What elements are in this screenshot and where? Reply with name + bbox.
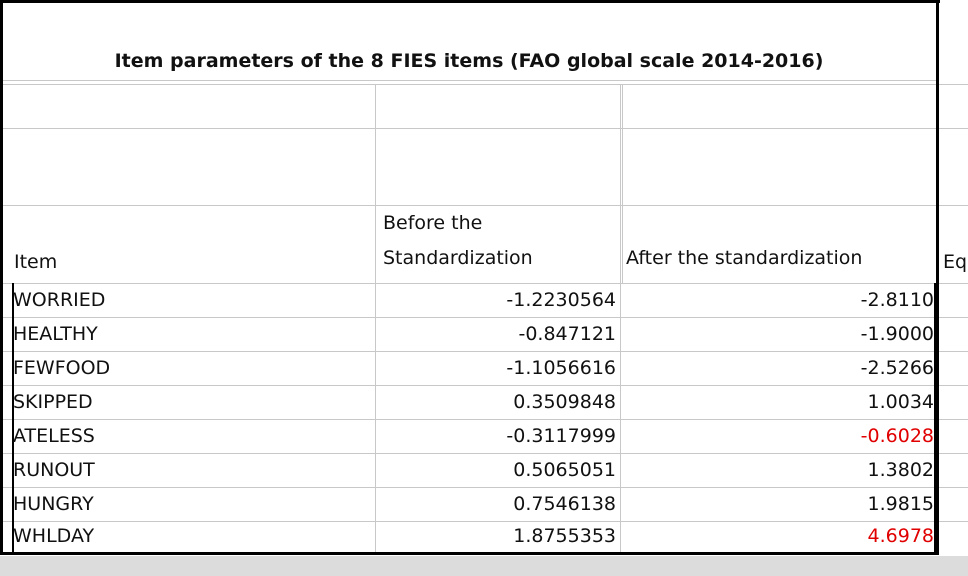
table-border-bottom [0,552,939,555]
table-row-item: HEALTHY [13,323,98,345]
gridline [0,419,968,420]
table-row-before: 1.8755353 [513,525,616,547]
table-border-top [0,0,940,3]
header-after: After the standardization [626,247,863,269]
table-row-after: -2.5266 [860,357,934,379]
table-row-before: -0.3117999 [506,425,616,447]
gridline [0,128,968,129]
table-row-before: -0.847121 [518,323,616,345]
gridline [622,84,623,284]
gridline [620,84,621,554]
table-row-item: RUNOUT [13,459,95,481]
table-row-item: SKIPPED [13,391,93,413]
gridline [0,80,938,81]
table-row-after: 1.9815 [867,493,934,515]
gridline [0,317,968,318]
gridline [0,487,968,488]
gridline [0,84,968,85]
table-row-after: 1.3802 [867,459,934,481]
table-row-before: 0.5065051 [513,459,616,481]
gridline [0,521,968,522]
gridline [0,453,968,454]
gridline [0,351,968,352]
table-row-item: WORRIED [13,289,106,311]
table-row-after: -2.8110 [860,289,934,311]
gridline [375,84,376,554]
table-row-item: WHLDAY [13,525,95,547]
header-before-line2: Standardization [383,247,533,269]
table-row-before: -1.1056616 [506,357,616,379]
header-before-line1: Before the [383,212,483,234]
header-item: Item [14,251,58,273]
table-row-before: 0.3509848 [513,391,616,413]
table-row-before: -1.2230564 [506,289,616,311]
table-row-item: HUNGRY [13,493,94,515]
table-row-after-highlighted: -0.6028 [860,425,934,447]
gridline [0,385,968,386]
table-row-before: 0.7546138 [513,493,616,515]
table-border-left [0,0,3,555]
gridline [0,283,968,284]
table-row-after: 1.0034 [867,391,934,413]
spreadsheet-grid: Item parameters of the 8 FIES items (FAO… [0,0,968,556]
table-row-after-highlighted: 4.6978 [867,525,934,547]
table-row-after: -1.9000 [860,323,934,345]
table-border-right [936,0,939,555]
table-row-item: ATELESS [13,425,95,447]
table-row-item: FEWFOOD [13,357,111,379]
cell-border [934,283,936,553]
header-extra-cutoff: Eq [943,251,968,273]
cell-border [12,283,14,553]
gridline [0,205,968,206]
table-title: Item parameters of the 8 FIES items (FAO… [114,50,824,72]
